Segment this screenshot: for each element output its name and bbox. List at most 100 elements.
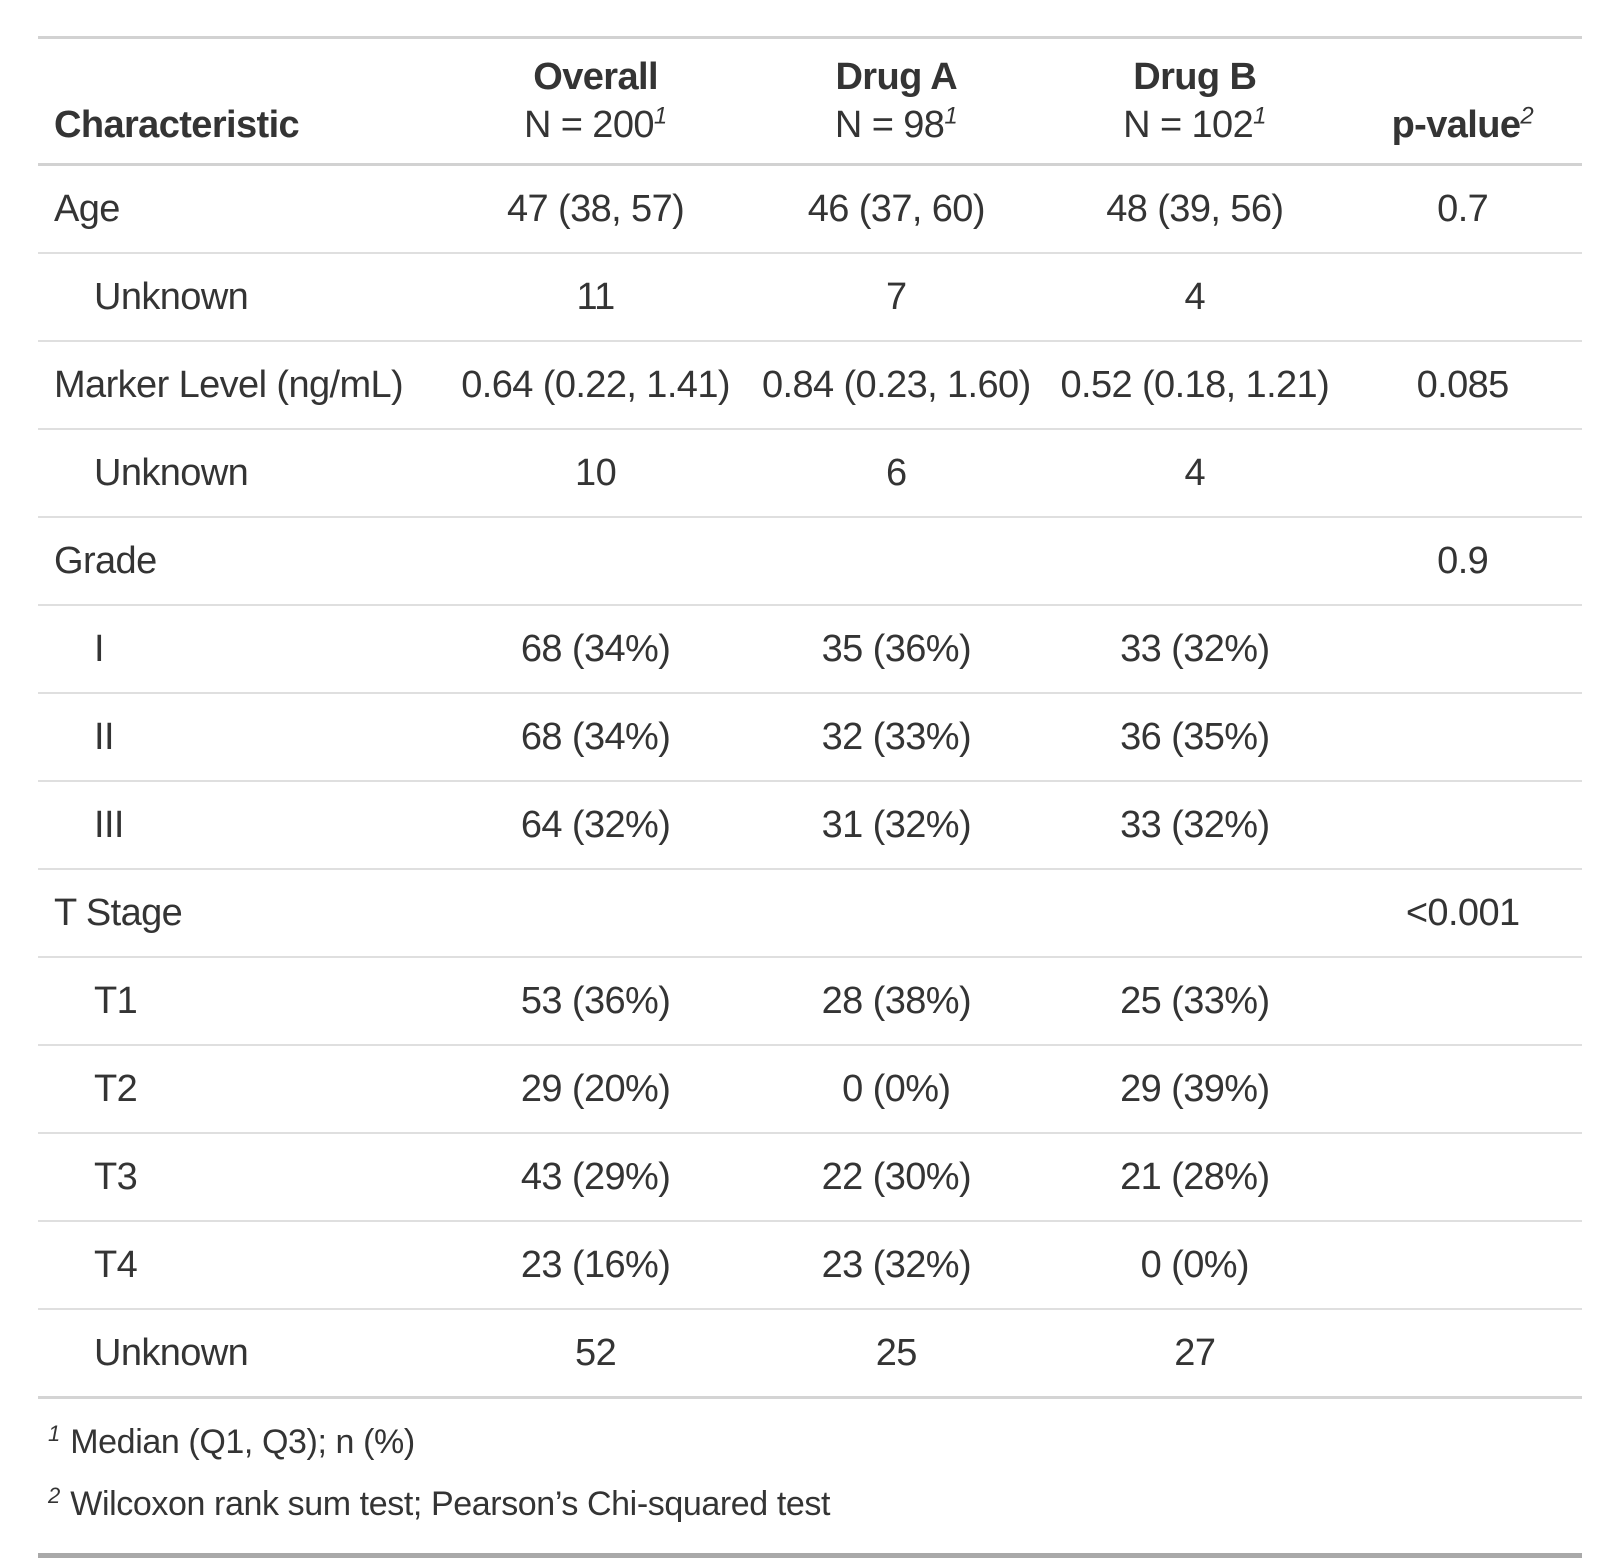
column-label: Drug A: [835, 56, 958, 98]
cell-value: 47 (38, 57): [507, 188, 685, 230]
cell-value: 23 (16%): [520, 1244, 671, 1286]
table-row: II 68 (34%) 32 (33%) 36 (35%): [38, 692, 1582, 781]
row-label-cell: T Stage: [38, 868, 445, 957]
cell-p: [1343, 1308, 1582, 1396]
cell-value: 23 (32%): [821, 1244, 972, 1286]
cell-value: 68 (34%): [520, 628, 671, 670]
cell-value: 25: [875, 1332, 918, 1374]
cell-overall: 68 (34%): [444, 604, 747, 693]
column-header-line1: Overall: [453, 53, 738, 101]
cell-drug_b: [1046, 516, 1344, 605]
cell-value: 29 (20%): [520, 1068, 671, 1110]
cell-drug_a: 32 (33%): [746, 692, 1047, 781]
column-label: p-value: [1391, 104, 1521, 146]
cell-value: 64 (32%): [520, 804, 671, 846]
footnote-mark: 2: [48, 1482, 61, 1508]
column-n-label: N = 200: [523, 104, 655, 146]
footnote-mark: 1: [48, 1420, 61, 1446]
row-label-cell: Unknown: [38, 1308, 445, 1396]
table-row: T Stage <0.001: [38, 868, 1582, 957]
cell-overall: 11: [444, 252, 747, 341]
cell-value: 7: [886, 276, 907, 318]
table-row: T4 23 (16%) 23 (32%) 0 (0%): [38, 1220, 1582, 1309]
cell-p: [1343, 604, 1582, 693]
footnote-mark: 1: [653, 102, 668, 130]
cell-value: 27: [1174, 1332, 1216, 1374]
column-header-overall: Overall N = 2001: [444, 37, 747, 166]
column-header-characteristic: Characteristic: [38, 37, 445, 166]
table-row: T2 29 (20%) 0 (0%) 29 (39%): [38, 1044, 1582, 1133]
cell-value: 29 (39%): [1120, 1068, 1270, 1110]
cell-drug_b: 25 (33%): [1046, 956, 1344, 1045]
row-label-cell: T3: [38, 1132, 445, 1221]
table-body: Age 47 (38, 57) 46 (37, 60) 48 (39, 56) 0.7 U…: [38, 165, 1582, 1396]
row-label: Marker Level (ng/mL): [54, 364, 404, 406]
column-n-label: N = 102: [1123, 104, 1254, 146]
cell-drug_a: 0.84 (0.23, 1.60): [746, 340, 1047, 429]
cell-value: 6: [886, 452, 907, 494]
footnote: 1 Median (Q1, Q3); n (%): [38, 1411, 1582, 1473]
row-label-cell: III: [38, 780, 445, 869]
cell-value: 33 (32%): [1120, 628, 1270, 670]
table-row: Unknown 52 25 27: [38, 1308, 1582, 1396]
row-label: T4: [94, 1244, 138, 1286]
row-label: II: [94, 716, 115, 758]
row-label-cell: Unknown: [38, 252, 445, 341]
cell-drug_b: 36 (35%): [1046, 692, 1344, 781]
row-label-cell: Marker Level (ng/mL): [38, 340, 445, 429]
row-label: T Stage: [54, 892, 183, 934]
cell-value: 0.52 (0.18, 1.21): [1060, 364, 1330, 406]
footnote-text: Median (Q1, Q3); n (%): [70, 1423, 415, 1461]
cell-drug_a: 31 (32%): [746, 780, 1047, 869]
row-label: T2: [94, 1068, 138, 1110]
row-label: Grade: [54, 540, 157, 582]
column-header-line2: N = 981: [754, 101, 1038, 149]
column-header-line2: N = 2001: [453, 101, 738, 149]
cell-drug_b: 27: [1046, 1308, 1344, 1396]
cell-p: [1343, 692, 1582, 781]
cell-value: 25 (33%): [1120, 980, 1270, 1022]
row-label-cell: T1: [38, 956, 445, 1045]
cell-p: 0.7: [1343, 165, 1582, 254]
cell-drug_b: 48 (39, 56): [1046, 165, 1343, 254]
cell-value: 32 (33%): [821, 716, 972, 758]
row-label: Unknown: [94, 276, 249, 318]
cell-drug_a: [746, 868, 1047, 957]
cell-value: 0.9: [1437, 540, 1489, 582]
row-label-cell: II: [38, 692, 445, 781]
cell-overall: 52: [444, 1308, 747, 1396]
cell-value: <0.001: [1405, 892, 1520, 934]
row-label: T1: [94, 980, 138, 1022]
cell-value: 0 (0%): [842, 1068, 951, 1110]
cell-drug_a: 23 (32%): [746, 1220, 1047, 1309]
footnote-mark: 2: [1520, 102, 1534, 130]
cell-value: 28 (38%): [821, 980, 972, 1022]
row-label-cell: T2: [38, 1044, 445, 1133]
row-label-cell: I: [38, 604, 445, 693]
cell-drug_b: 33 (32%): [1046, 604, 1344, 693]
column-header-p-value: p-value2: [1343, 37, 1582, 166]
row-label: T3: [94, 1156, 138, 1198]
table-row: Grade 0.9: [38, 516, 1582, 605]
cell-drug_a: 7: [746, 252, 1047, 341]
cell-value: 52: [575, 1332, 617, 1374]
column-header-line1: Drug A: [754, 53, 1038, 101]
cell-value: 53 (36%): [520, 980, 671, 1022]
cell-drug_b: [1046, 868, 1344, 957]
cell-overall: 10: [444, 428, 747, 517]
cell-value: 48 (39, 56): [1106, 188, 1284, 230]
row-label: Unknown: [94, 1332, 249, 1374]
cell-drug_b: 0.52 (0.18, 1.21): [1046, 340, 1344, 429]
cell-value: 0.64 (0.22, 1.41): [461, 364, 730, 406]
row-label: I: [94, 628, 105, 670]
cell-value: 0 (0%): [1140, 1244, 1250, 1286]
cell-value: 31 (32%): [821, 804, 972, 846]
column-label: Drug B: [1133, 56, 1257, 98]
cell-drug_b: 4: [1046, 252, 1344, 341]
cell-value: 4: [1184, 276, 1206, 318]
cell-overall: 47 (38, 57): [445, 165, 746, 254]
cell-p: <0.001: [1343, 868, 1582, 957]
